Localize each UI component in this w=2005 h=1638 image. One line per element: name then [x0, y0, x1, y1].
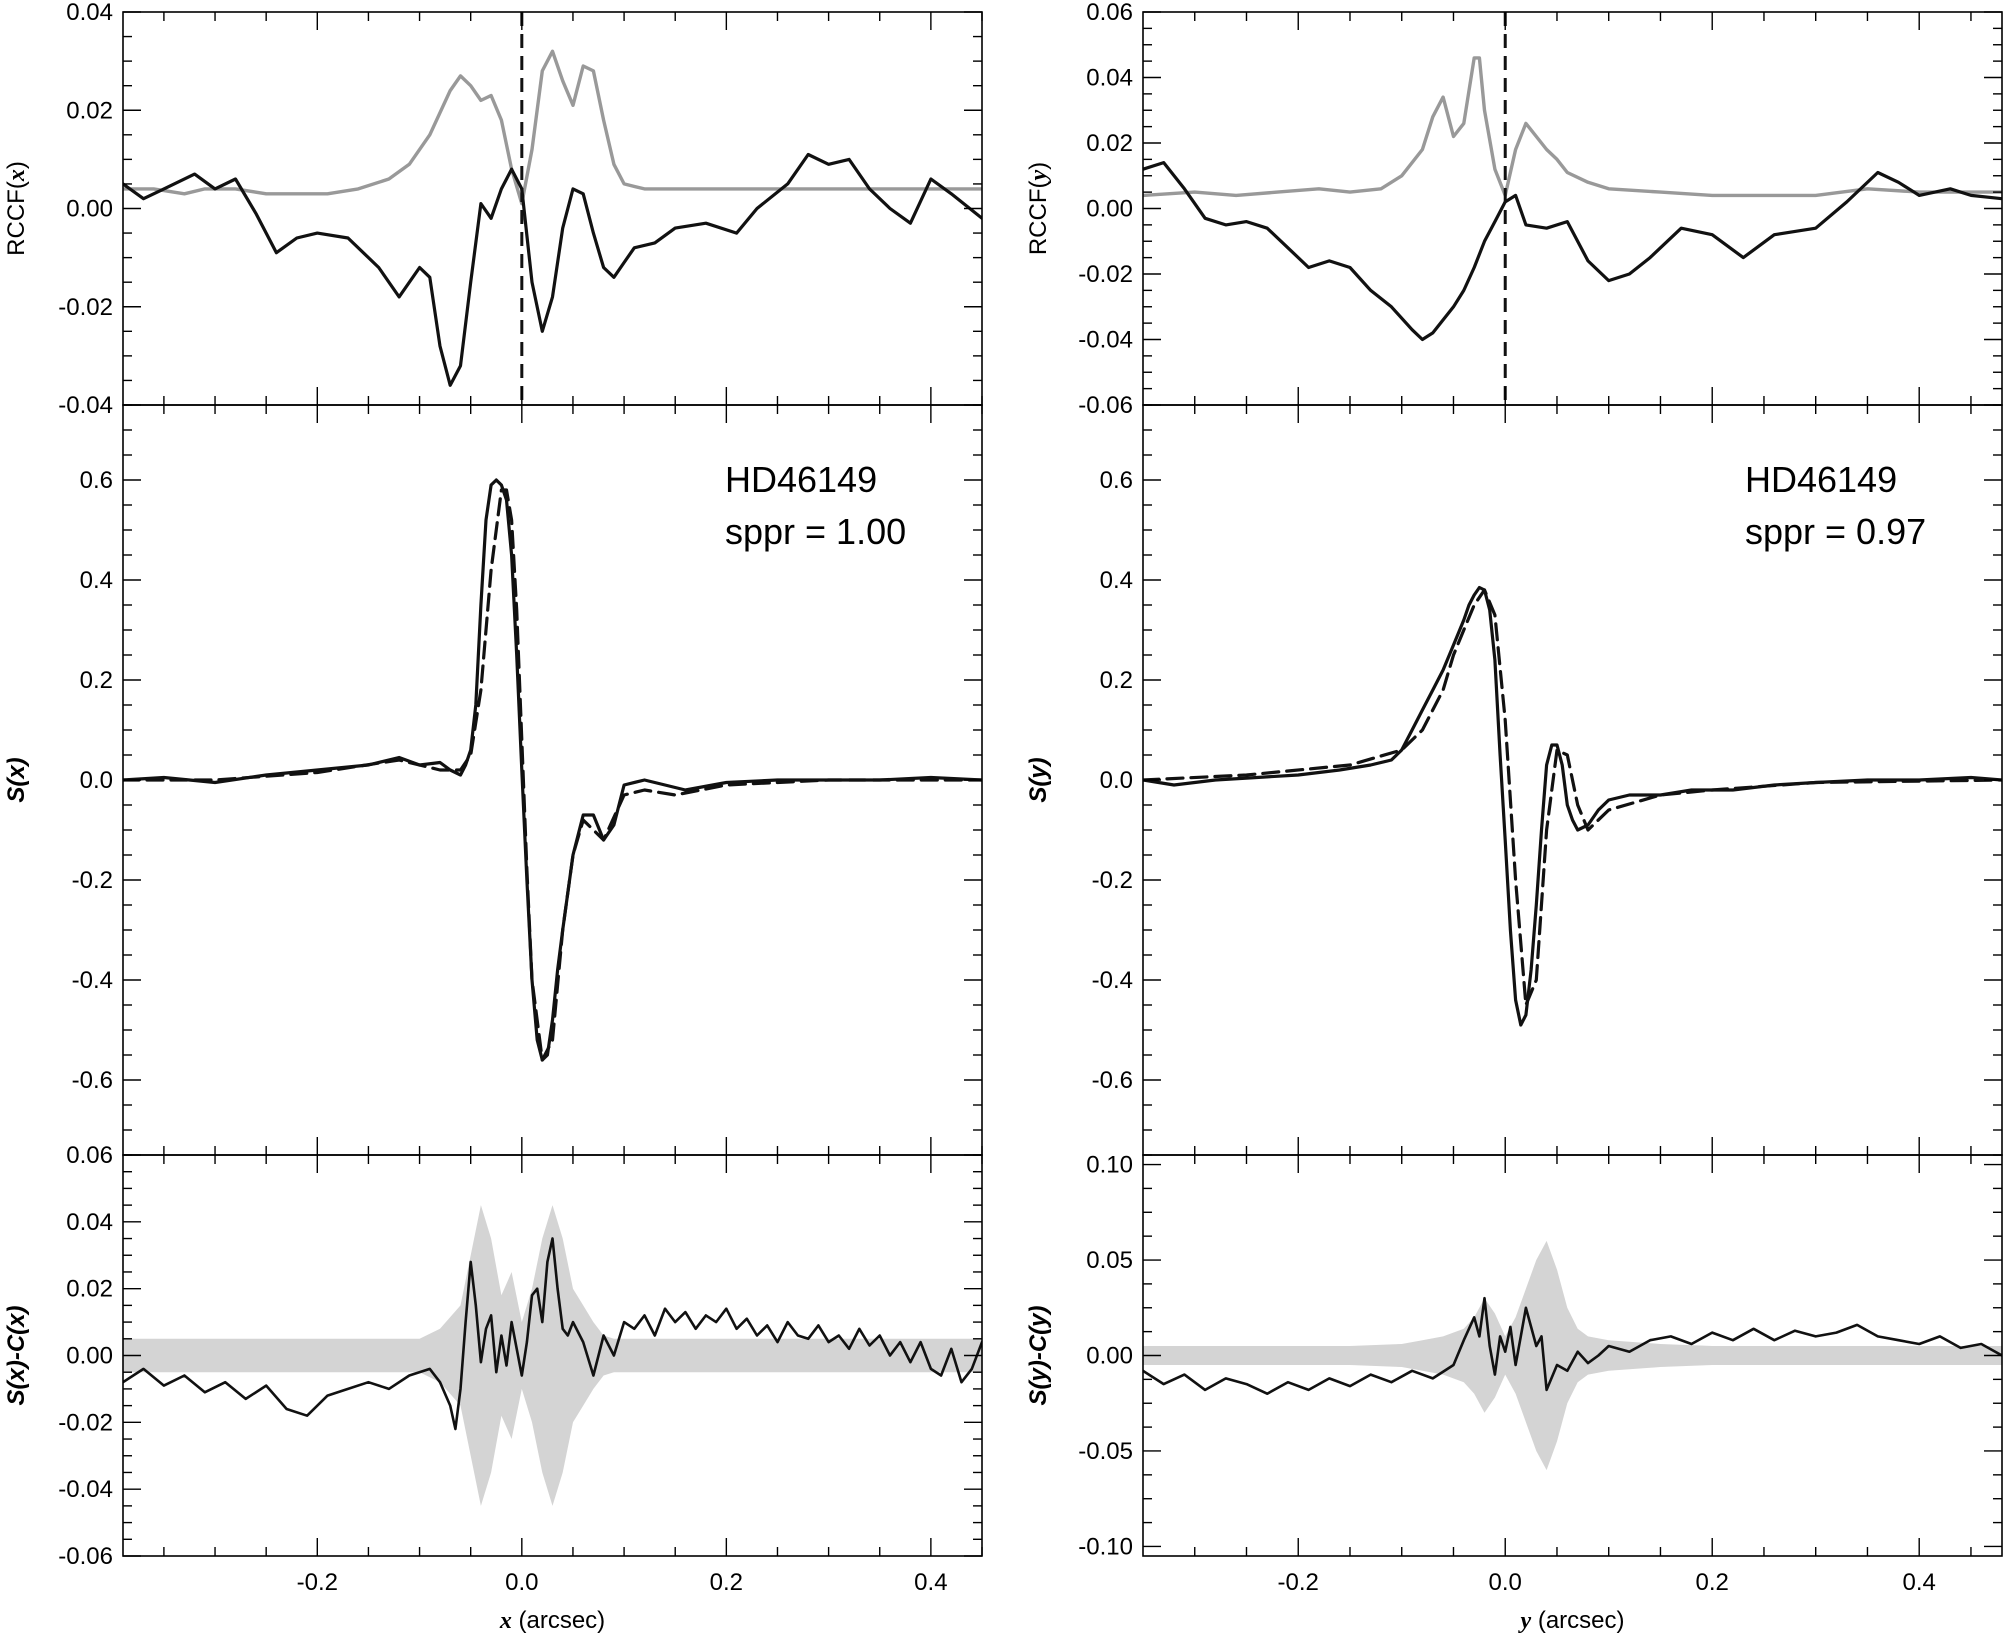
x-tick-label: 0.0 — [505, 1569, 538, 1596]
y-tick-label: 0.04 — [66, 1209, 113, 1236]
uncertainty-band — [1143, 1240, 2002, 1471]
y-tick-label: 0.4 — [1100, 567, 1133, 594]
y-tick-label: -0.4 — [72, 967, 113, 994]
y-tick-label: -0.02 — [58, 294, 113, 321]
y-tick-label: 0.6 — [80, 467, 113, 494]
y-tick-label: 0.06 — [66, 1142, 113, 1169]
x-tick-label: 0.2 — [710, 1569, 743, 1596]
plot-area — [1143, 1240, 2002, 1471]
y-tick-label: 0.02 — [66, 1276, 113, 1303]
plot-area — [1143, 12, 2002, 405]
series-data-line — [1143, 585, 2002, 1027]
y-tick-label: -0.06 — [58, 1543, 113, 1570]
y-tick-label: 0.06 — [1086, 0, 1133, 26]
panel-left-bot: -0.06 -0.04 -0.02 0.00 0.02 0.04 0.06 -0.2 0.0 0.… — [3, 1142, 983, 1634]
y-tick-label: 0.0 — [1100, 767, 1133, 794]
y-tick-label: 0.00 — [1086, 196, 1133, 223]
x-axis-title: x (arcsec) — [499, 1607, 605, 1634]
y-tick-label: -0.05 — [1078, 1438, 1133, 1465]
y-tick-label: -0.02 — [1078, 261, 1133, 288]
plot-area — [123, 12, 982, 405]
annotation-text: HD46149 — [1745, 459, 1897, 500]
series-black-line — [123, 152, 982, 387]
y-axis-title: S(x) — [3, 757, 30, 802]
y-tick-label: 0.00 — [66, 1343, 113, 1370]
y-tick-label: 0.2 — [1100, 667, 1133, 694]
panels: -0.04-0.020.000.020.04RCCF(x)-0.6-0.4-0.… — [3, 0, 2003, 1634]
y-tick-label: 0.0 — [80, 767, 113, 794]
annotation-text: HD46149 — [725, 459, 877, 500]
panel-right-bot: -0.10 -0.05 0.00 0.05 0.10 -0.2 0.0 0.2 0.4 S(y)-… — [1025, 1152, 2003, 1634]
panel-right-top: -0.06 -0.04 -0.02 0.00 0.02 0.04 0.06 RCCF(y) — [1025, 0, 2003, 419]
y-axis-title: S(x)-C(x) — [3, 1305, 30, 1405]
series-residual-line — [1143, 1296, 2002, 1395]
series-gray-line — [123, 49, 982, 206]
y-tick-label: 0.04 — [1086, 65, 1133, 92]
y-tick-label: 0.6 — [1100, 467, 1133, 494]
y-tick-label: 0.10 — [1086, 1152, 1133, 1179]
y-tick-label: 0.02 — [1086, 130, 1133, 157]
y-tick-label: -0.04 — [1078, 327, 1133, 354]
uncertainty-band — [123, 1205, 982, 1506]
y-tick-label: -0.04 — [58, 392, 113, 419]
plot-area — [123, 478, 982, 1062]
y-tick-label: 0.4 — [80, 567, 113, 594]
y-axis-title: RCCF(x) — [3, 161, 30, 256]
y-tick-label: 0.00 — [66, 196, 113, 223]
panel-left-top: -0.04 -0.02 0.00 0.02 0.04 RCCF(x) — [3, 0, 983, 419]
y-tick-label: -0.6 — [1092, 1067, 1133, 1094]
y-axis-title: S(y)-C(y) — [1025, 1305, 1052, 1405]
panel-left-mid: -0.6 -0.4 -0.2 0.0 0.2 0.4 0.6 S(x) HD46149 sppr … — [3, 404, 983, 1156]
y-axis-title: RCCF(y) — [1025, 162, 1052, 255]
plot-area — [1143, 585, 2002, 1027]
x-tick-label: 0.4 — [914, 1569, 947, 1596]
y-tick-label: -0.04 — [58, 1476, 113, 1503]
x-tick-label: -0.2 — [297, 1569, 338, 1596]
x-tick-label: 0.2 — [1696, 1569, 1729, 1596]
series-residual-line — [123, 1237, 982, 1431]
y-tick-label: -0.2 — [72, 867, 113, 894]
y-tick-label: -0.2 — [1092, 867, 1133, 894]
y-tick-label: 0.04 — [66, 0, 113, 26]
y-axis-title: S(y) — [1025, 757, 1052, 802]
series-data-line — [123, 478, 982, 1062]
annotation-text: sppr = 0.97 — [1745, 511, 1926, 552]
y-tick-label: -0.6 — [72, 1067, 113, 1094]
x-tick-label: 0.4 — [1903, 1569, 1936, 1596]
y-tick-label: -0.06 — [1078, 392, 1133, 419]
y-tick-label: -0.02 — [58, 1409, 113, 1436]
plot-area — [123, 1205, 982, 1506]
y-tick-label: -0.10 — [1078, 1533, 1133, 1560]
y-tick-label: 0.2 — [80, 667, 113, 694]
y-tick-label: 0.00 — [1086, 1343, 1133, 1370]
y-tick-label: -0.4 — [1092, 967, 1133, 994]
x-tick-label: -0.2 — [1278, 1569, 1319, 1596]
annotation-text: sppr = 1.00 — [725, 511, 906, 552]
series-gray-line — [1143, 56, 2002, 198]
x-axis-title: y (arcsec) — [1518, 1607, 1625, 1634]
series-model-line — [1143, 588, 2002, 1007]
series-black-line — [1143, 161, 2002, 342]
y-tick-label: 0.02 — [66, 97, 113, 124]
x-tick-label: 0.0 — [1489, 1569, 1522, 1596]
y-tick-label: 0.05 — [1086, 1247, 1133, 1274]
